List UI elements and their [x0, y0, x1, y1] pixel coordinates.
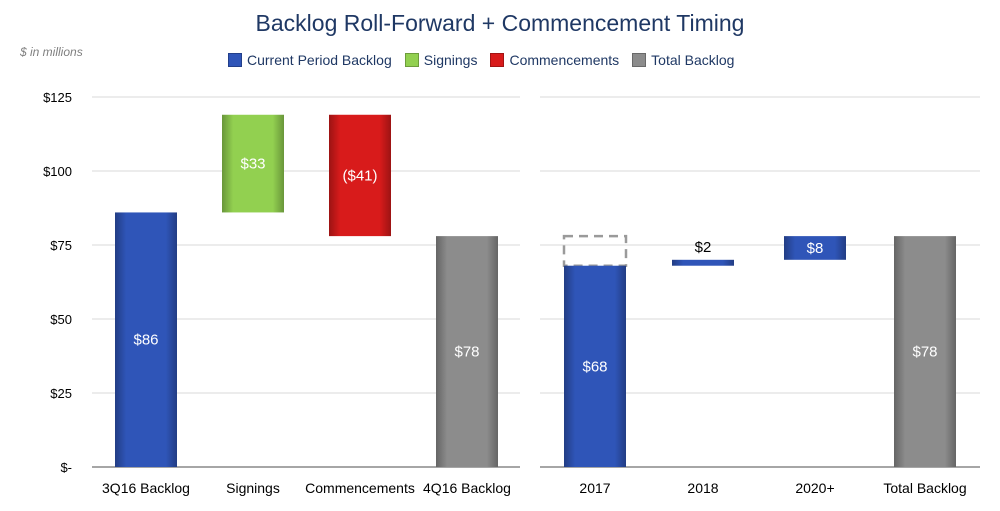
data-label: $78 — [912, 344, 937, 361]
x-category-label: Signings — [226, 480, 280, 496]
x-category-label: 2018 — [687, 480, 718, 496]
data-label: $78 — [454, 344, 479, 361]
x-category-label: 2020+ — [795, 480, 834, 496]
x-category-label: 3Q16 Backlog — [102, 480, 190, 496]
bar-2018 — [672, 259, 734, 266]
legend: Current Period Backlog Signings Commence… — [228, 50, 747, 70]
legend-label: Current Period Backlog — [247, 52, 392, 68]
gray-square-icon — [632, 53, 647, 67]
blue-square-icon — [228, 53, 242, 67]
legend-label: Commencements — [509, 52, 620, 68]
x-category-label: 2017 — [579, 480, 610, 496]
data-label: $2 — [695, 239, 712, 256]
bar-2017 — [564, 265, 626, 467]
y-tick-label: $100 — [43, 164, 72, 179]
bar-total-backlog — [894, 236, 956, 467]
legend-item-commencements: Commencements — [490, 52, 619, 68]
bar-4q16-backlog — [436, 236, 498, 467]
y-tick-label: $50 — [50, 312, 72, 327]
legend-label: Total Backlog — [651, 52, 735, 68]
units-note: $ in millions — [20, 45, 83, 59]
x-category-label: Commencements — [305, 480, 415, 496]
bar-signings — [222, 114, 284, 213]
data-label: $33 — [240, 156, 265, 173]
bar-commencements — [329, 114, 391, 237]
bar-3q16-backlog — [115, 212, 177, 467]
green-square-icon — [404, 53, 419, 67]
legend-item-signings: Signings — [404, 52, 478, 68]
y-tick-label: $125 — [43, 90, 72, 105]
x-category-label: 4Q16 Backlog — [423, 480, 511, 496]
chart-title: Backlog Roll-Forward + Commencement Timi… — [255, 10, 745, 36]
data-label: $68 — [582, 358, 607, 375]
data-label: $86 — [133, 332, 158, 349]
x-category-label: Total Backlog — [883, 480, 966, 496]
y-tick-label: $75 — [50, 238, 72, 253]
legend-label: Signings — [423, 52, 478, 68]
y-tick-label: $- — [60, 460, 72, 475]
bar-2020- — [784, 236, 846, 260]
legend-item-total-backlog: Total Backlog — [632, 52, 734, 68]
data-label: $8 — [807, 240, 824, 257]
data-label: ($41) — [342, 167, 377, 184]
placeholder-dashed-box — [562, 234, 628, 267]
red-square-icon — [490, 53, 505, 67]
legend-item-current-period-backlog: Current Period Backlog — [228, 52, 392, 68]
y-tick-label: $25 — [50, 386, 72, 401]
